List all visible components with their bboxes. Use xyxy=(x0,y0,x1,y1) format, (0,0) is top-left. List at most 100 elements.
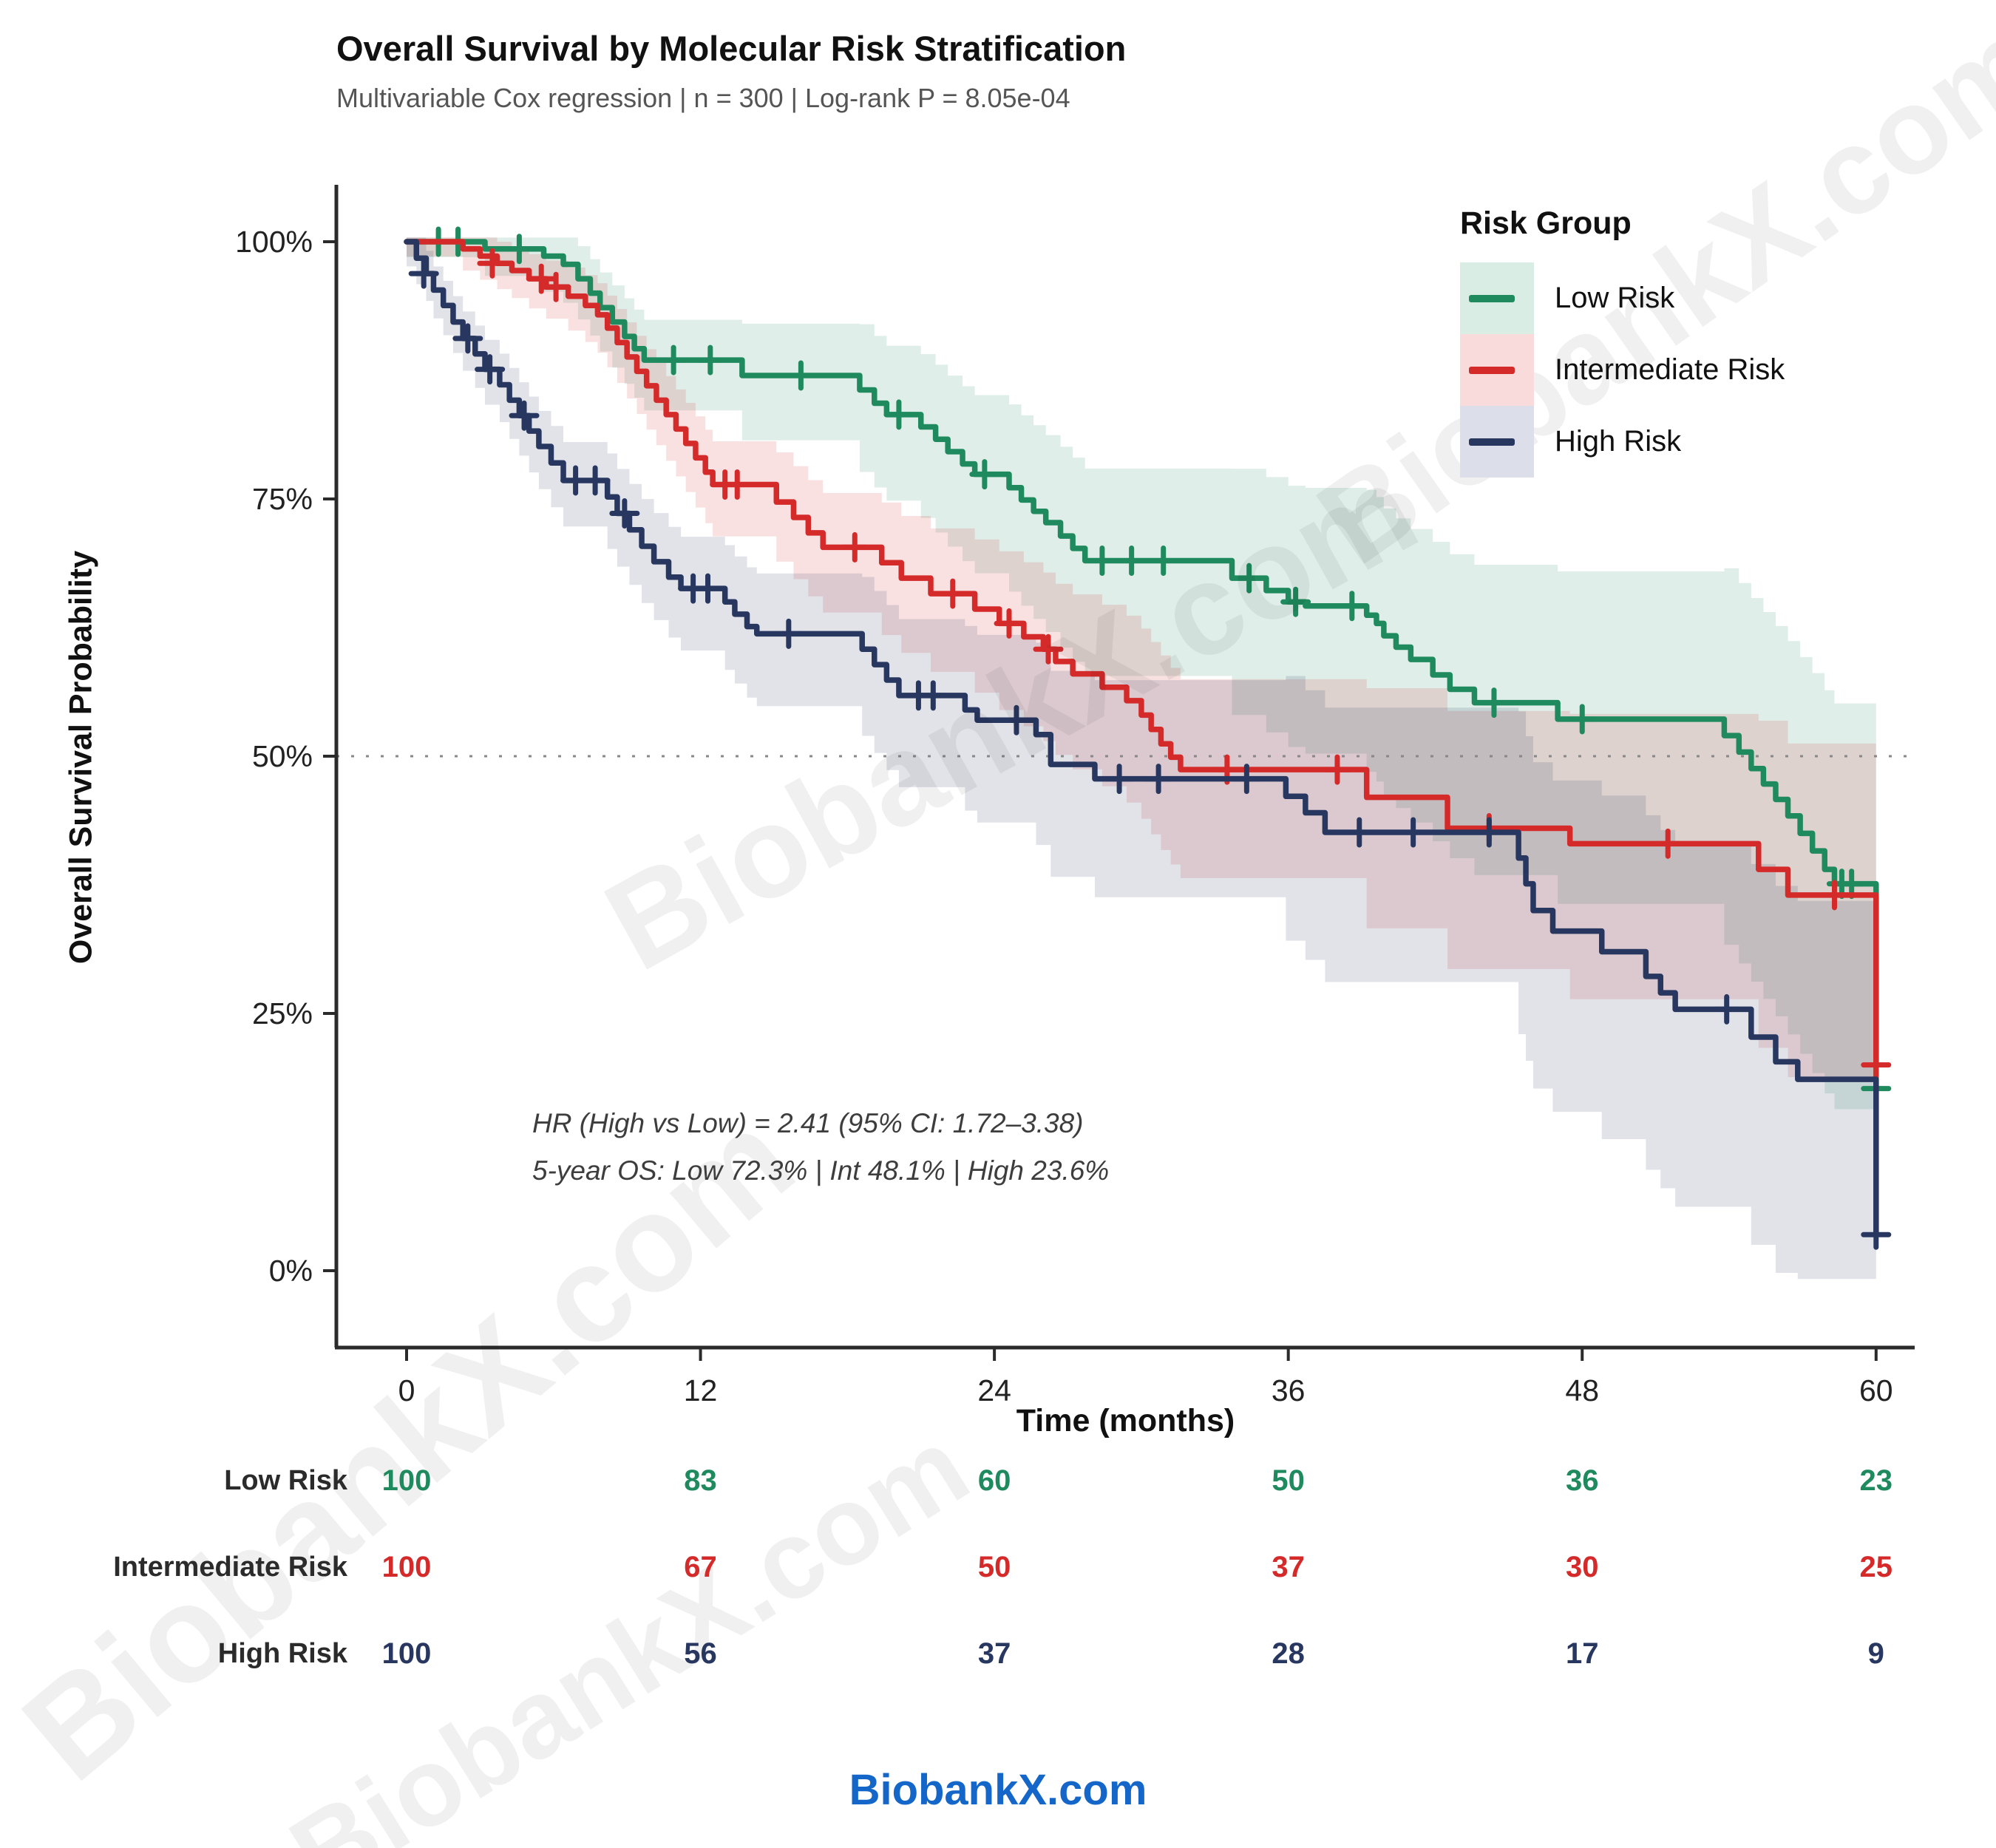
censor-mark xyxy=(1116,546,1147,577)
legend-swatch-high-risk xyxy=(1460,406,1534,478)
risk-table-row-label: Low Risk xyxy=(224,1465,347,1496)
risk-table-value: 67 xyxy=(684,1551,717,1583)
survival-curve xyxy=(404,239,1879,1092)
risk-table-value: 17 xyxy=(1565,1637,1599,1670)
censor-mark xyxy=(1479,687,1510,719)
censor-mark xyxy=(1231,764,1262,795)
x-tick-label: 48 xyxy=(1565,1373,1599,1407)
censor-mark xyxy=(475,354,506,385)
censor-mark xyxy=(695,344,726,376)
censor-mark xyxy=(477,248,508,279)
censor-mark xyxy=(540,271,571,302)
legend-label: Low Risk xyxy=(1555,282,1675,314)
risk-table-value: 100 xyxy=(381,1464,432,1497)
y-tick-label: 75% xyxy=(252,482,313,516)
risk-table-row-label: High Risk xyxy=(217,1638,347,1669)
legend-item-high-risk: High Risk xyxy=(1460,406,1785,478)
ci-band xyxy=(407,237,1876,1280)
censor-mark xyxy=(969,459,1000,490)
risk-table-row-label: Intermediate Risk xyxy=(113,1552,347,1583)
legend-item-intermediate-risk: Intermediate Risk xyxy=(1460,334,1785,406)
censor-mark xyxy=(1087,546,1118,577)
risk-table-value: 50 xyxy=(1272,1464,1305,1497)
x-tick-label: 60 xyxy=(1859,1373,1893,1407)
y-axis-title: Overall Survival Probability xyxy=(63,550,99,965)
x-axis-title: Time (months) xyxy=(1016,1403,1235,1438)
y-tick-label: 50% xyxy=(252,739,313,773)
censor-mark xyxy=(773,618,804,649)
risk-table-value: 37 xyxy=(1272,1551,1305,1583)
risk-table-value: 37 xyxy=(977,1637,1011,1670)
risk-table-value: 60 xyxy=(977,1464,1011,1497)
risk-table-value: 50 xyxy=(977,1551,1011,1583)
censor-mark xyxy=(1836,869,1867,900)
censor-mark xyxy=(1652,828,1683,859)
censor-mark xyxy=(580,465,611,496)
censor-mark xyxy=(1104,764,1135,795)
legend-swatch-intermediate-risk xyxy=(1460,334,1534,406)
censor-mark xyxy=(509,400,540,431)
y-tick-label: 25% xyxy=(252,996,313,1030)
censor-mark xyxy=(722,469,753,500)
censor-mark xyxy=(503,234,534,265)
censor-mark xyxy=(883,399,914,430)
legend-label: High Risk xyxy=(1555,425,1682,458)
censor-mark xyxy=(1337,591,1368,622)
x-tick-label: 24 xyxy=(977,1373,1011,1407)
censor-mark xyxy=(1861,1219,1892,1250)
legend-item-low-risk: Low Risk xyxy=(1460,262,1785,334)
risk-table-value: 25 xyxy=(1859,1551,1893,1583)
x-tick-label: 36 xyxy=(1272,1373,1306,1407)
risk-table-value: 28 xyxy=(1272,1637,1305,1670)
x-tick-label: 12 xyxy=(684,1373,718,1407)
risk-table-value: 56 xyxy=(684,1637,717,1670)
legend-swatch-low-risk xyxy=(1460,262,1534,334)
os-annotation-line: 5-year OS: Low 72.3% | Int 48.1% | High … xyxy=(532,1155,1110,1186)
censor-mark xyxy=(1819,880,1850,911)
censor-mark xyxy=(1711,993,1742,1025)
x-tick-label: 0 xyxy=(398,1373,415,1407)
censor-mark xyxy=(1001,704,1032,736)
censor-mark xyxy=(1566,704,1598,735)
censor-mark xyxy=(785,360,816,391)
legend-title: Risk Group xyxy=(1460,205,1632,241)
risk-table-value: 100 xyxy=(381,1551,432,1583)
censor-mark xyxy=(1398,817,1429,848)
censor-mark xyxy=(692,573,723,604)
censor-mark xyxy=(1473,817,1504,848)
censor-mark xyxy=(917,680,948,711)
censor-mark xyxy=(452,323,483,354)
footer-brand: BiobankX.com xyxy=(849,1766,1147,1814)
censor-mark xyxy=(1234,563,1265,594)
censor-mark xyxy=(1344,817,1375,848)
hr-annotation-line: HR (High vs Low) = 2.41 (95% CI: 1.72–3.… xyxy=(532,1108,1084,1138)
legend-label: Intermediate Risk xyxy=(1555,353,1785,386)
stats-annotation: HR (High vs Low) = 2.41 (95% CI: 1.72–3.… xyxy=(532,1100,1109,1195)
y-tick-label: 0% xyxy=(269,1254,313,1288)
chart-subtitle: Multivariable Cox regression | n = 300 |… xyxy=(336,83,1070,113)
risk-table-value: 9 xyxy=(1867,1637,1884,1670)
y-tick-label: 100% xyxy=(235,225,313,259)
legend: Risk Group Low Risk Intermediate Risk Hi… xyxy=(1460,205,1785,478)
censor-mark xyxy=(1148,546,1179,577)
censor-mark xyxy=(937,578,968,609)
censor-mark xyxy=(658,344,689,376)
risk-table-value: 23 xyxy=(1859,1464,1893,1497)
risk-table-value: 100 xyxy=(381,1637,432,1670)
censor-mark xyxy=(609,497,640,529)
censor-mark xyxy=(1322,754,1353,785)
censor-mark xyxy=(1143,764,1174,795)
ci-band xyxy=(407,237,1876,1280)
censor-mark xyxy=(994,608,1025,639)
censor-mark xyxy=(408,258,439,289)
risk-table-value: 83 xyxy=(684,1464,717,1497)
censor-mark xyxy=(1033,633,1064,665)
survival-curve xyxy=(404,239,1879,1068)
risk-table-value: 30 xyxy=(1565,1551,1599,1583)
chart-title: Overall Survival by Molecular Risk Strat… xyxy=(336,29,1127,68)
censor-mark xyxy=(839,531,870,563)
censor-mark xyxy=(1861,1050,1892,1081)
censor-mark xyxy=(1280,586,1311,617)
